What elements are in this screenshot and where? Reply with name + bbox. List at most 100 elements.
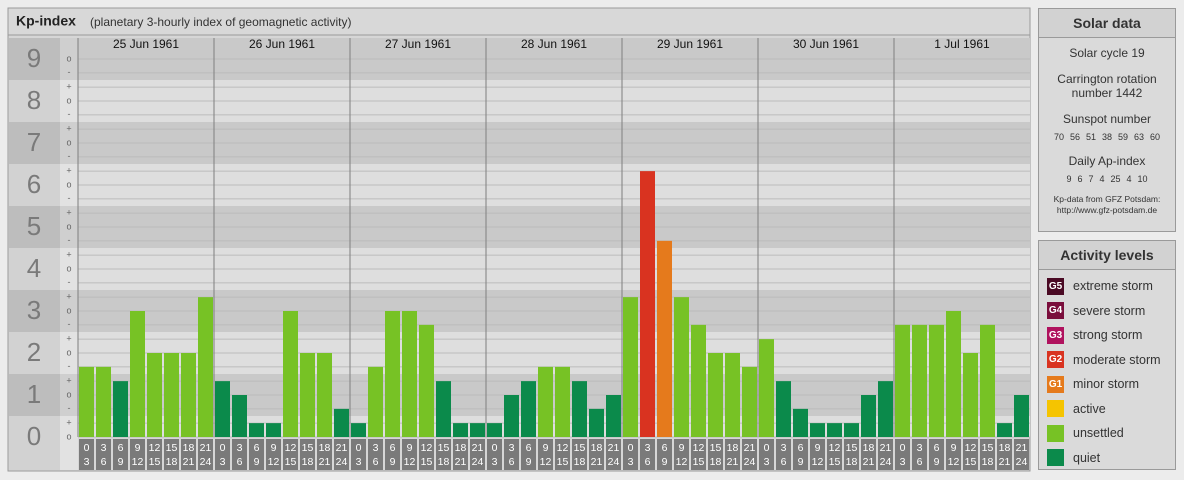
bar bbox=[521, 381, 536, 437]
slot-end: 24 bbox=[1016, 456, 1028, 468]
levels-list: G5 extreme storm G4 severe storm G3 strong st… bbox=[1039, 270, 1175, 470]
bar bbox=[317, 353, 332, 437]
slot-start: 15 bbox=[574, 442, 586, 454]
slot-end: 15 bbox=[829, 456, 841, 468]
slot-start: 6 bbox=[118, 442, 124, 454]
slot-box bbox=[708, 439, 723, 470]
minor-tick-label: o bbox=[66, 305, 71, 315]
slot-start: 18 bbox=[863, 442, 875, 454]
sunspot-number: 60 bbox=[1150, 132, 1161, 142]
source-url: http://www.gfz-potsdam.de bbox=[1056, 205, 1158, 215]
slot-box bbox=[470, 439, 485, 470]
slot-box bbox=[96, 439, 111, 470]
minor-tick-label: - bbox=[68, 67, 71, 77]
slot-box bbox=[113, 439, 128, 470]
sunspot-numbers: 70 56 51 38 59 63 60 bbox=[1039, 132, 1175, 142]
axis-band bbox=[60, 80, 78, 122]
axis-band bbox=[60, 332, 78, 374]
bar bbox=[385, 311, 400, 437]
slot-start: 15 bbox=[982, 442, 994, 454]
chart-title: Kp-index bbox=[16, 13, 76, 29]
slot-box bbox=[521, 439, 536, 470]
minor-tick-label: + bbox=[66, 82, 71, 92]
slot-end: 3 bbox=[220, 456, 226, 468]
slot-box bbox=[963, 439, 978, 470]
slot-box bbox=[657, 439, 672, 470]
slot-end: 12 bbox=[676, 456, 688, 468]
slot-start: 15 bbox=[166, 442, 178, 454]
slot-end: 3 bbox=[628, 456, 634, 468]
slot-start: 15 bbox=[302, 442, 314, 454]
slot-end: 12 bbox=[540, 456, 552, 468]
slot-box bbox=[130, 439, 145, 470]
slot-start: 0 bbox=[764, 442, 770, 454]
y-tick-label: 9 bbox=[27, 43, 41, 73]
slot-end: 6 bbox=[509, 456, 515, 468]
slot-box bbox=[946, 439, 961, 470]
slot-end: 15 bbox=[965, 456, 977, 468]
axis-band bbox=[9, 290, 60, 332]
minor-tick-label: + bbox=[66, 124, 71, 134]
level-badge: G5 bbox=[1047, 277, 1064, 295]
bar bbox=[351, 423, 366, 437]
slot-box bbox=[895, 439, 910, 470]
slot-box bbox=[266, 439, 281, 470]
slot-end: 9 bbox=[934, 456, 940, 468]
slot-box bbox=[215, 439, 230, 470]
level-entry: active bbox=[1039, 397, 1175, 422]
axis-band bbox=[9, 80, 60, 122]
slot-start: 12 bbox=[965, 442, 977, 454]
y-tick-label: 6 bbox=[27, 169, 41, 199]
slot-start: 3 bbox=[373, 442, 379, 454]
sunspot-number: 51 bbox=[1085, 132, 1096, 142]
slot-end: 18 bbox=[710, 456, 722, 468]
slot-start: 21 bbox=[880, 442, 892, 454]
bar bbox=[487, 423, 502, 437]
slot-start: 0 bbox=[356, 442, 362, 454]
bar bbox=[538, 366, 553, 437]
slot-end: 18 bbox=[302, 456, 314, 468]
level-badge: G4 bbox=[1047, 302, 1064, 320]
minor-tick-label: o bbox=[66, 263, 71, 273]
ap-value: 10 bbox=[1137, 174, 1148, 184]
slot-box bbox=[555, 439, 570, 470]
bar bbox=[844, 423, 859, 437]
bar bbox=[96, 366, 111, 437]
bar bbox=[147, 353, 162, 437]
axis-band bbox=[9, 164, 60, 206]
axis-band bbox=[60, 248, 78, 290]
slot-end: 18 bbox=[574, 456, 586, 468]
slot-start: 6 bbox=[934, 442, 940, 454]
chart: Kp-index (planetary 3-hourly index of ge… bbox=[7, 7, 1031, 472]
axis-band bbox=[60, 290, 78, 332]
slot-start: 0 bbox=[492, 442, 498, 454]
level-entry: G3 strong storm bbox=[1039, 323, 1175, 348]
minor-tick-label: + bbox=[66, 250, 71, 260]
level-entry: G1 minor storm bbox=[1039, 372, 1175, 397]
sunspot-title: Sunspot number bbox=[1062, 112, 1152, 126]
minor-tick-label: o bbox=[66, 53, 71, 63]
sunspot-number: 59 bbox=[1118, 132, 1129, 142]
axis-band bbox=[9, 416, 60, 470]
minor-tick-label: o bbox=[66, 347, 71, 357]
slot-box bbox=[283, 439, 298, 470]
slot-start: 3 bbox=[509, 442, 515, 454]
minor-tick-label: o bbox=[66, 137, 71, 147]
slot-end: 9 bbox=[390, 456, 396, 468]
level-label: unsettled bbox=[1073, 426, 1124, 441]
axis-band bbox=[60, 122, 78, 164]
bar bbox=[181, 353, 196, 437]
minor-tick-label: - bbox=[68, 403, 71, 413]
bar bbox=[861, 395, 876, 437]
slot-box bbox=[249, 439, 264, 470]
slot-start: 6 bbox=[254, 442, 260, 454]
slot-end: 15 bbox=[149, 456, 161, 468]
bar bbox=[708, 353, 723, 437]
level-label: moderate storm bbox=[1073, 352, 1161, 367]
axis-band bbox=[9, 206, 60, 248]
slot-box bbox=[351, 439, 366, 470]
slot-box bbox=[368, 439, 383, 470]
y-tick-label: 3 bbox=[27, 295, 41, 325]
slot-end: 21 bbox=[591, 456, 603, 468]
